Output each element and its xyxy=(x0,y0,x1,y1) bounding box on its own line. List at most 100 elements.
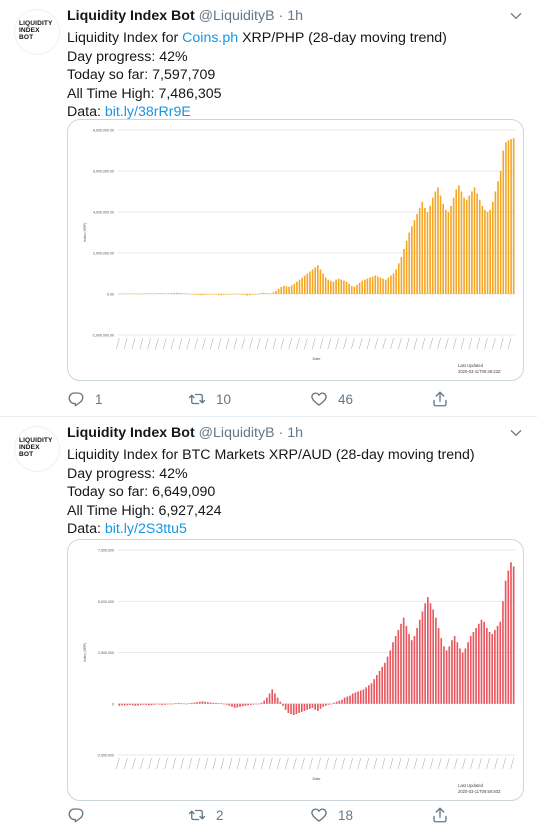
x-tick-mark xyxy=(268,757,273,770)
bar xyxy=(358,282,361,294)
bar xyxy=(440,638,443,704)
x-tick-mark xyxy=(390,337,394,350)
x-tick-mark xyxy=(139,337,144,350)
x-tick-mark xyxy=(437,757,442,770)
x-tick-mark xyxy=(116,337,120,350)
x-tick-mark xyxy=(502,757,506,770)
last-updated-label: Last Updated xyxy=(458,783,484,788)
avatar[interactable]: LIQUIDITY INDEX BOT xyxy=(14,9,60,55)
bar xyxy=(373,679,375,704)
retweet-icon xyxy=(188,393,206,405)
bar xyxy=(134,293,136,295)
tweet-time[interactable]: 1h xyxy=(287,425,303,441)
x-tick-mark xyxy=(241,337,245,350)
avatar[interactable]: LIQUIDITY INDEX BOT xyxy=(14,426,60,472)
author-name[interactable]: Liquidity Index Bot xyxy=(67,425,195,441)
x-tick-mark xyxy=(236,757,241,770)
x-tick-mark xyxy=(148,757,152,770)
bar xyxy=(332,281,335,294)
bar xyxy=(502,150,505,294)
x-tick-mark xyxy=(285,757,289,770)
bar xyxy=(231,703,233,707)
retweet-button[interactable]: 2 xyxy=(188,806,224,824)
reply-button[interactable]: 1 xyxy=(67,390,103,408)
chart-image[interactable]: 7,500,000 5,000,000 2,500,000 0 -2,500,000 In… xyxy=(67,539,524,801)
author-handle[interactable]: @LiquidityB xyxy=(198,8,275,24)
tweet[interactable]: LIQUIDITY INDEX BOT Liquidity Index Bot … xyxy=(0,417,537,832)
bar xyxy=(161,703,164,705)
retweet-button[interactable]: 10 xyxy=(188,390,231,408)
bar xyxy=(512,138,515,294)
bar xyxy=(220,703,223,704)
like-button[interactable]: 46 xyxy=(310,390,353,408)
author-name[interactable]: Liquidity Index Bot xyxy=(67,8,195,24)
bar xyxy=(252,703,255,705)
x-tick-mark xyxy=(180,757,184,770)
bar xyxy=(306,273,309,294)
y-axis-label: Index (XRP) xyxy=(83,223,87,243)
share-button[interactable] xyxy=(431,390,459,408)
x-tick-mark xyxy=(124,757,128,770)
data-label: Data: xyxy=(67,521,105,538)
chart-image[interactable]: 8,000,000.00 6,000,000.00 4,000,000.00 2,00… xyxy=(67,119,524,381)
x-tick-mark xyxy=(288,337,292,350)
bar xyxy=(215,294,217,295)
like-button[interactable]: 18 xyxy=(310,806,353,824)
bar xyxy=(247,703,249,706)
share-button[interactable] xyxy=(431,806,459,824)
text-line: Liquidity Index for BTC Markets XRP/AUD … xyxy=(67,447,475,463)
bar xyxy=(476,193,478,294)
y-axis-label: Index (XRP) xyxy=(83,643,87,663)
x-tick-mark xyxy=(478,757,482,770)
bar xyxy=(434,191,437,294)
bar xyxy=(201,701,204,704)
x-tick-mark xyxy=(405,757,410,770)
x-tick-mark xyxy=(317,757,321,770)
x-tick-mark xyxy=(413,337,418,350)
bar xyxy=(416,627,418,704)
tweet-header: Liquidity Index Bot @LiquidityB · 1h xyxy=(67,425,303,441)
author-handle[interactable]: @LiquidityB xyxy=(198,425,275,441)
reply-button[interactable] xyxy=(67,806,95,824)
reply-count: 1 xyxy=(95,391,103,407)
x-tick-mark xyxy=(311,337,316,350)
bar xyxy=(249,703,252,705)
x-tick-mark xyxy=(468,337,473,350)
chevron-down-icon[interactable] xyxy=(509,9,523,23)
share-icon xyxy=(433,391,447,407)
bar xyxy=(162,293,165,294)
x-tick-mark xyxy=(374,337,379,350)
x-tick-mark xyxy=(252,757,257,770)
y-tick-label: -2,500,000 xyxy=(97,754,114,758)
tweet[interactable]: LIQUIDITY INDEX BOT Liquidity Index Bot … xyxy=(0,0,537,417)
bar xyxy=(381,666,384,704)
chevron-down-icon[interactable] xyxy=(509,426,523,440)
x-tick-mark xyxy=(341,757,345,770)
bar xyxy=(456,642,459,704)
bar xyxy=(464,648,467,704)
bar xyxy=(177,702,180,704)
bar xyxy=(343,697,346,704)
bar xyxy=(369,277,371,294)
bar xyxy=(199,294,202,296)
bar xyxy=(241,294,243,295)
exchange-link[interactable]: Coins.ph xyxy=(182,30,239,46)
bar xyxy=(264,292,267,294)
bar xyxy=(439,195,442,294)
bar xyxy=(413,220,416,294)
tweet-text: Liquidity Index for Coins.ph XRP/PHP (28… xyxy=(67,29,447,122)
bar xyxy=(333,702,335,704)
data-link[interactable]: bit.ly/38rRr9E xyxy=(104,104,191,121)
bar xyxy=(494,629,496,704)
data-link[interactable]: bit.ly/2S3ttu5 xyxy=(104,521,187,538)
bar xyxy=(268,693,271,704)
bar xyxy=(418,207,421,294)
bar xyxy=(277,288,280,295)
bar xyxy=(403,248,405,294)
x-tick-mark xyxy=(225,337,230,350)
x-tick-mark xyxy=(301,757,305,770)
tweet-time[interactable]: 1h xyxy=(287,8,303,24)
bar xyxy=(455,189,458,294)
bar xyxy=(354,692,357,704)
bar xyxy=(145,703,147,705)
